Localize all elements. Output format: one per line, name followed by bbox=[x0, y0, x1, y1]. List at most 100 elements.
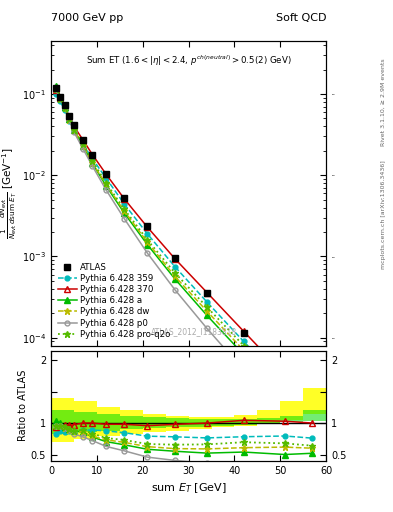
Pythia 6.428 370 bbox=[67, 114, 72, 120]
Pythia 6.428 pro-q2o bbox=[241, 343, 246, 349]
Y-axis label: Ratio to ATLAS: Ratio to ATLAS bbox=[18, 370, 28, 441]
Pythia 6.428 pro-q2o bbox=[283, 387, 287, 393]
Pythia 6.428 370 bbox=[62, 103, 67, 109]
Pythia 6.428 pro-q2o bbox=[122, 206, 127, 212]
Pythia 6.428 p0 bbox=[81, 146, 86, 152]
Text: Sum ET ($1.6 < |\eta| < 2.4$, $p^{ch(neutral)} > 0.5(2)$ GeV): Sum ET ($1.6 < |\eta| < 2.4$, $p^{ch(neu… bbox=[86, 53, 292, 68]
ATLAS bbox=[67, 113, 72, 119]
ATLAS bbox=[205, 289, 209, 295]
ATLAS bbox=[81, 137, 86, 143]
Pythia 6.428 370 bbox=[58, 95, 62, 101]
Pythia 6.428 dw bbox=[81, 143, 86, 149]
ATLAS bbox=[53, 84, 58, 91]
Pythia 6.428 359 bbox=[104, 175, 108, 181]
Pythia 6.428 359 bbox=[310, 393, 315, 399]
Pythia 6.428 p0 bbox=[72, 129, 76, 135]
ATLAS bbox=[145, 223, 150, 229]
Pythia 6.428 a bbox=[145, 242, 150, 248]
ATLAS bbox=[283, 373, 287, 379]
Line: Pythia 6.428 dw: Pythia 6.428 dw bbox=[52, 86, 316, 408]
Pythia 6.428 dw bbox=[283, 390, 287, 396]
Pythia 6.428 pro-q2o bbox=[81, 141, 86, 147]
Pythia 6.428 p0 bbox=[241, 367, 246, 373]
ATLAS bbox=[310, 383, 315, 390]
Pythia 6.428 pro-q2o bbox=[62, 104, 67, 111]
Text: 7000 GeV pp: 7000 GeV pp bbox=[51, 13, 123, 23]
Pythia 6.428 a bbox=[72, 127, 76, 133]
Pythia 6.428 p0 bbox=[90, 163, 95, 169]
Pythia 6.428 a bbox=[90, 160, 95, 166]
Pythia 6.428 359 bbox=[145, 231, 150, 237]
Pythia 6.428 p0 bbox=[67, 117, 72, 123]
Pythia 6.428 p0 bbox=[58, 95, 62, 101]
Pythia 6.428 359 bbox=[241, 338, 246, 345]
Pythia 6.428 370 bbox=[205, 289, 209, 295]
Pythia 6.428 370 bbox=[145, 224, 150, 230]
ATLAS bbox=[173, 255, 177, 261]
Pythia 6.428 dw bbox=[90, 160, 95, 166]
Line: Pythia 6.428 370: Pythia 6.428 370 bbox=[53, 87, 315, 390]
Pythia 6.428 pro-q2o bbox=[90, 158, 95, 164]
Pythia 6.428 dw bbox=[145, 239, 150, 245]
Pythia 6.428 dw bbox=[53, 87, 58, 93]
Pythia 6.428 370 bbox=[81, 137, 86, 143]
Pythia 6.428 dw bbox=[310, 401, 315, 408]
Pythia 6.428 dw bbox=[72, 127, 76, 133]
Pythia 6.428 370 bbox=[90, 152, 95, 158]
Pythia 6.428 a bbox=[122, 210, 127, 217]
Pythia 6.428 a bbox=[81, 143, 86, 149]
Pythia 6.428 a bbox=[104, 183, 108, 189]
Pythia 6.428 359 bbox=[58, 98, 62, 104]
Pythia 6.428 dw bbox=[173, 273, 177, 280]
Pythia 6.428 dw bbox=[104, 181, 108, 187]
Pythia 6.428 pro-q2o bbox=[72, 127, 76, 133]
Legend: ATLAS, Pythia 6.428 359, Pythia 6.428 370, Pythia 6.428 a, Pythia 6.428 dw, Pyth: ATLAS, Pythia 6.428 359, Pythia 6.428 37… bbox=[55, 260, 173, 342]
Pythia 6.428 a bbox=[205, 312, 209, 318]
Pythia 6.428 p0 bbox=[205, 326, 209, 332]
Pythia 6.428 370 bbox=[241, 328, 246, 334]
Text: mcplots.cern.ch [arXiv:1306.3436]: mcplots.cern.ch [arXiv:1306.3436] bbox=[381, 161, 386, 269]
Pythia 6.428 a bbox=[283, 397, 287, 403]
Pythia 6.428 359 bbox=[62, 107, 67, 113]
Text: Rivet 3.1.10, ≥ 2.9M events: Rivet 3.1.10, ≥ 2.9M events bbox=[381, 58, 386, 146]
Pythia 6.428 359 bbox=[67, 118, 72, 124]
Pythia 6.428 pro-q2o bbox=[53, 87, 58, 93]
Pythia 6.428 p0 bbox=[62, 105, 67, 111]
Pythia 6.428 370 bbox=[53, 87, 58, 93]
Pythia 6.428 pro-q2o bbox=[145, 237, 150, 243]
Pythia 6.428 359 bbox=[72, 127, 76, 133]
Line: Pythia 6.428 a: Pythia 6.428 a bbox=[53, 83, 315, 413]
Pythia 6.428 pro-q2o bbox=[205, 304, 209, 310]
ATLAS bbox=[104, 170, 108, 177]
Pythia 6.428 a bbox=[67, 116, 72, 122]
Pythia 6.428 370 bbox=[122, 196, 127, 202]
Pythia 6.428 p0 bbox=[104, 187, 108, 193]
Pythia 6.428 370 bbox=[310, 383, 315, 390]
Pythia 6.428 a bbox=[173, 276, 177, 282]
Pythia 6.428 p0 bbox=[145, 250, 150, 256]
Pythia 6.428 dw bbox=[122, 208, 127, 215]
Pythia 6.428 370 bbox=[173, 255, 177, 262]
Pythia 6.428 370 bbox=[104, 171, 108, 177]
Line: Pythia 6.428 359: Pythia 6.428 359 bbox=[53, 92, 315, 399]
ATLAS bbox=[58, 94, 62, 100]
Pythia 6.428 p0 bbox=[53, 87, 58, 93]
X-axis label: sum $E_T$ [GeV]: sum $E_T$ [GeV] bbox=[151, 481, 226, 495]
Pythia 6.428 a bbox=[241, 352, 246, 358]
Text: Soft QCD: Soft QCD bbox=[276, 13, 326, 23]
Pythia 6.428 370 bbox=[72, 123, 76, 130]
Pythia 6.428 dw bbox=[58, 95, 62, 101]
Pythia 6.428 359 bbox=[122, 201, 127, 207]
Pythia 6.428 370 bbox=[283, 372, 287, 378]
ATLAS bbox=[90, 152, 95, 158]
Line: Pythia 6.428 pro-q2o: Pythia 6.428 pro-q2o bbox=[52, 86, 316, 406]
Pythia 6.428 pro-q2o bbox=[310, 399, 315, 406]
Line: ATLAS: ATLAS bbox=[53, 84, 316, 390]
Line: Pythia 6.428 p0: Pythia 6.428 p0 bbox=[53, 87, 315, 439]
Pythia 6.428 359 bbox=[205, 299, 209, 305]
Pythia 6.428 359 bbox=[90, 156, 95, 162]
Pythia 6.428 359 bbox=[283, 381, 287, 387]
Pythia 6.428 p0 bbox=[283, 416, 287, 422]
Pythia 6.428 pro-q2o bbox=[58, 95, 62, 101]
Pythia 6.428 359 bbox=[53, 91, 58, 97]
